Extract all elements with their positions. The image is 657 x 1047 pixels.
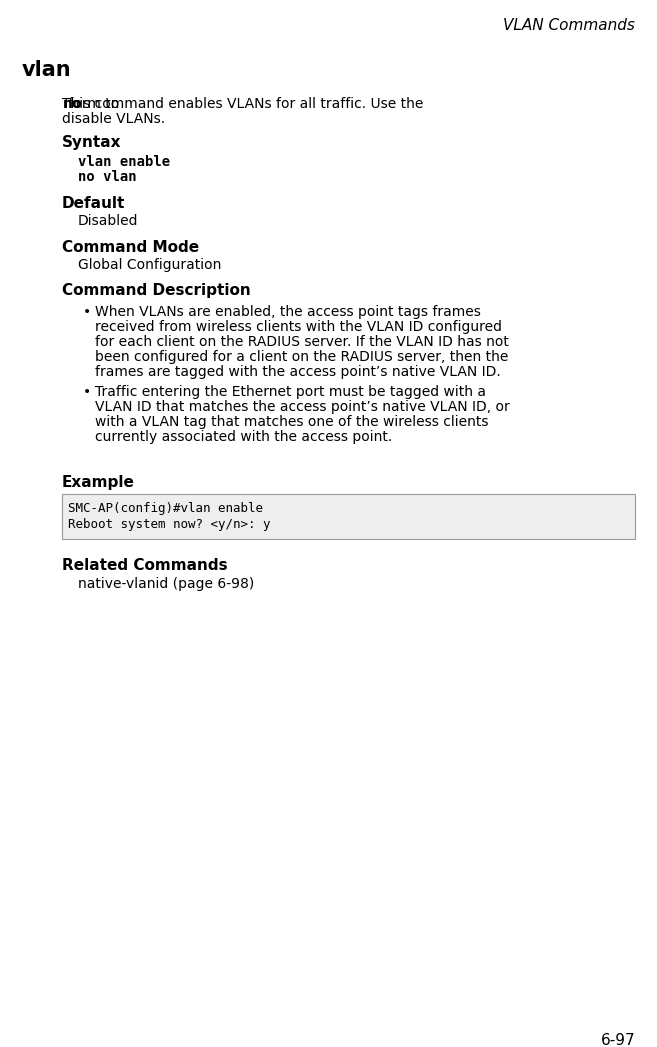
Text: for each client on the RADIUS server. If the VLAN ID has not: for each client on the RADIUS server. If… (95, 335, 509, 349)
FancyBboxPatch shape (62, 494, 635, 539)
Text: no: no (63, 97, 83, 111)
Text: received from wireless clients with the VLAN ID configured: received from wireless clients with the … (95, 320, 502, 334)
Text: Command Mode: Command Mode (62, 240, 199, 255)
Text: VLAN ID that matches the access point’s native VLAN ID, or: VLAN ID that matches the access point’s … (95, 400, 510, 414)
Text: SMC-AP(config)#vlan enable: SMC-AP(config)#vlan enable (68, 502, 263, 515)
Text: •: • (83, 305, 91, 319)
Text: form to: form to (64, 97, 120, 111)
Text: vlan: vlan (22, 60, 72, 80)
Text: When VLANs are enabled, the access point tags frames: When VLANs are enabled, the access point… (95, 305, 481, 319)
Text: frames are tagged with the access point’s native VLAN ID.: frames are tagged with the access point’… (95, 365, 501, 379)
Text: currently associated with the access point.: currently associated with the access poi… (95, 430, 392, 444)
Text: 6-97: 6-97 (600, 1033, 635, 1047)
Text: Example: Example (62, 475, 135, 490)
Text: Related Commands: Related Commands (62, 558, 227, 573)
Text: disable VLANs.: disable VLANs. (62, 112, 165, 126)
Text: Command Description: Command Description (62, 283, 251, 298)
Text: vlan enable: vlan enable (78, 155, 170, 169)
Text: VLAN Commands: VLAN Commands (503, 18, 635, 34)
Text: •: • (83, 385, 91, 399)
Text: Syntax: Syntax (62, 135, 122, 150)
Text: Global Configuration: Global Configuration (78, 258, 221, 272)
Text: Traffic entering the Ethernet port must be tagged with a: Traffic entering the Ethernet port must … (95, 385, 486, 399)
Text: native-vlanid (page 6-98): native-vlanid (page 6-98) (78, 577, 254, 591)
Text: Reboot system now? <y/n>: y: Reboot system now? <y/n>: y (68, 518, 271, 531)
Text: been configured for a client on the RADIUS server, then the: been configured for a client on the RADI… (95, 350, 509, 364)
Text: no vlan: no vlan (78, 170, 137, 184)
Text: This command enables VLANs for all traffic. Use the: This command enables VLANs for all traff… (62, 97, 428, 111)
Text: with a VLAN tag that matches one of the wireless clients: with a VLAN tag that matches one of the … (95, 415, 489, 429)
Text: Default: Default (62, 196, 125, 211)
Text: Disabled: Disabled (78, 214, 139, 228)
